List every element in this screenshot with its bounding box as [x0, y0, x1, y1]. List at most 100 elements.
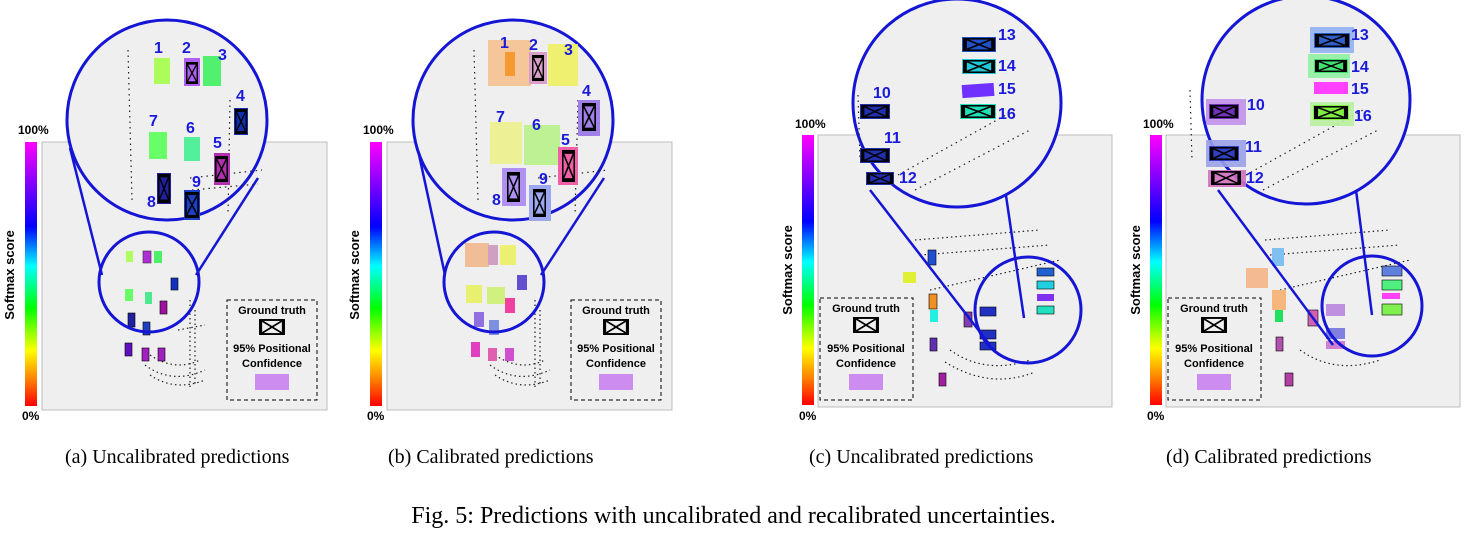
- svg-text:Ground truth: Ground truth: [238, 305, 306, 317]
- object-label: 1: [154, 40, 163, 57]
- colorbar-top-label: 100%: [795, 117, 826, 131]
- object-label: 6: [532, 117, 541, 134]
- object-label: 12: [1246, 170, 1264, 187]
- svg-text:Confidence: Confidence: [242, 358, 302, 370]
- svg-text:95% Positional: 95% Positional: [1175, 343, 1253, 355]
- svg-text:95% Positional: 95% Positional: [577, 343, 655, 355]
- object-label: 13: [1351, 27, 1369, 44]
- object-label: 14: [1351, 59, 1369, 76]
- colorbar-axis-label: Softmax score: [347, 230, 362, 320]
- object-label: 1: [500, 35, 509, 52]
- object-label: 8: [492, 192, 501, 209]
- svg-text:95% Positional: 95% Positional: [827, 343, 905, 355]
- object-label: 5: [561, 132, 570, 149]
- lidar-points: [914, 229, 1061, 380]
- scene-boxes: [903, 249, 1055, 387]
- colorbar-bottom-label: 0%: [799, 409, 817, 423]
- zoom-connector: [539, 177, 606, 276]
- object-label: 12: [899, 170, 917, 187]
- object-label: 4: [582, 83, 591, 100]
- object-labels: 10 11 12 13 14 15 16: [1245, 27, 1372, 187]
- object-labels: 1 2 3 4 5 6 7 8 9: [492, 35, 591, 209]
- colorbar: [25, 142, 37, 406]
- svg-text:Confidence: Confidence: [586, 358, 646, 370]
- object-labels: 1 2 3 4 5 6 7 8 9: [147, 40, 245, 211]
- object-label: 10: [1247, 97, 1265, 114]
- subcaption-d: (d) Calibrated predictions: [1166, 446, 1372, 468]
- legend-box: Ground truth 95% Positional Confidence: [1167, 297, 1262, 401]
- zoom-lidar-points: [857, 94, 1031, 191]
- zoom-region-circle: [442, 230, 546, 334]
- zoom-region-circle: [97, 230, 201, 334]
- panel-d: 100% 0% Softmax score: [1128, 0, 1461, 423]
- scene-boxes: [465, 243, 527, 361]
- zoom-lidar-points: [1189, 89, 1379, 191]
- legend-box: Ground truth 95% Positional Confidence: [819, 297, 914, 401]
- colorbar-bottom-label: 0%: [367, 409, 385, 423]
- zoom-lidar-points: [127, 49, 263, 216]
- object-label: 5: [213, 135, 222, 152]
- zoom-boxes: [860, 37, 996, 185]
- colorbar-axis-label: Softmax score: [780, 225, 795, 315]
- object-label: 11: [1245, 139, 1262, 156]
- panel-c: 100% 0% Softmax score: [780, 0, 1113, 423]
- object-label: 7: [149, 113, 158, 130]
- svg-text:Ground truth: Ground truth: [582, 305, 650, 317]
- svg-text:Ground truth: Ground truth: [832, 303, 900, 315]
- panel-b: 100% 0% Softmax score: [347, 18, 673, 423]
- object-label: 7: [496, 109, 505, 126]
- zoom-detail-circle: [851, 0, 1063, 209]
- object-label: 15: [1351, 81, 1369, 98]
- colorbar: [1150, 135, 1162, 405]
- object-label: 2: [529, 37, 538, 54]
- colorbar-top-label: 100%: [363, 123, 394, 137]
- scene-boxes: [1246, 248, 1403, 387]
- object-label: 3: [564, 42, 573, 59]
- object-label: 15: [998, 81, 1016, 98]
- colorbar-bottom-label: 0%: [22, 409, 40, 423]
- colorbar-axis-label: Softmax score: [2, 230, 17, 320]
- object-label: 11: [884, 130, 901, 147]
- legend-box: Ground truth 95% Positional Confidence: [570, 299, 662, 401]
- lidar-points: [489, 300, 551, 390]
- zoom-connector: [869, 189, 991, 346]
- zoom-region-circle: [973, 255, 1083, 365]
- lidar-points: [1264, 229, 1411, 367]
- legend-box: Ground truth 95% Positional Confidence: [226, 299, 318, 401]
- zoom-boxes: [1206, 27, 1354, 187]
- object-label: 13: [998, 27, 1016, 44]
- figure-caption: Fig. 5: Predictions with uncalibrated an…: [411, 503, 1056, 529]
- object-label: 8: [147, 194, 156, 211]
- object-label: 9: [539, 171, 548, 188]
- zoom-region-circle: [1320, 254, 1424, 358]
- colorbar-top-label: 100%: [1143, 117, 1174, 131]
- svg-text:Confidence: Confidence: [836, 358, 896, 370]
- zoom-boxes: [488, 40, 600, 221]
- colorbar: [802, 135, 814, 405]
- object-label: 4: [236, 88, 245, 105]
- zoom-connector: [1353, 181, 1374, 316]
- colorbar: [370, 142, 382, 406]
- zoom-lidar-points: [473, 49, 609, 216]
- zoom-connector: [416, 149, 447, 276]
- zoom-detail-circle: [1200, 0, 1412, 206]
- zoom-connector: [68, 147, 104, 276]
- object-label: 9: [192, 174, 201, 191]
- colorbar-axis-label: Softmax score: [1128, 225, 1143, 315]
- panel-a: 100% 0% Softmax score: [2, 18, 328, 423]
- object-label: 16: [998, 106, 1016, 123]
- colorbar-bottom-label: 0%: [1147, 409, 1165, 423]
- object-label: 3: [218, 47, 227, 64]
- object-label: 6: [186, 120, 195, 137]
- svg-text:Confidence: Confidence: [1184, 358, 1244, 370]
- subcaption-b: (b) Calibrated predictions: [388, 446, 594, 468]
- object-labels: 10 11 12 13 14 15 16: [873, 27, 1016, 187]
- zoom-connector: [194, 177, 260, 276]
- lidar-points: [144, 300, 206, 390]
- object-label: 16: [1354, 108, 1372, 125]
- colorbar-top-label: 100%: [18, 123, 49, 137]
- scene-boxes: [124, 250, 179, 362]
- svg-text:95% Positional: 95% Positional: [233, 343, 311, 355]
- object-label: 2: [182, 40, 191, 57]
- zoom-boxes: [149, 56, 248, 220]
